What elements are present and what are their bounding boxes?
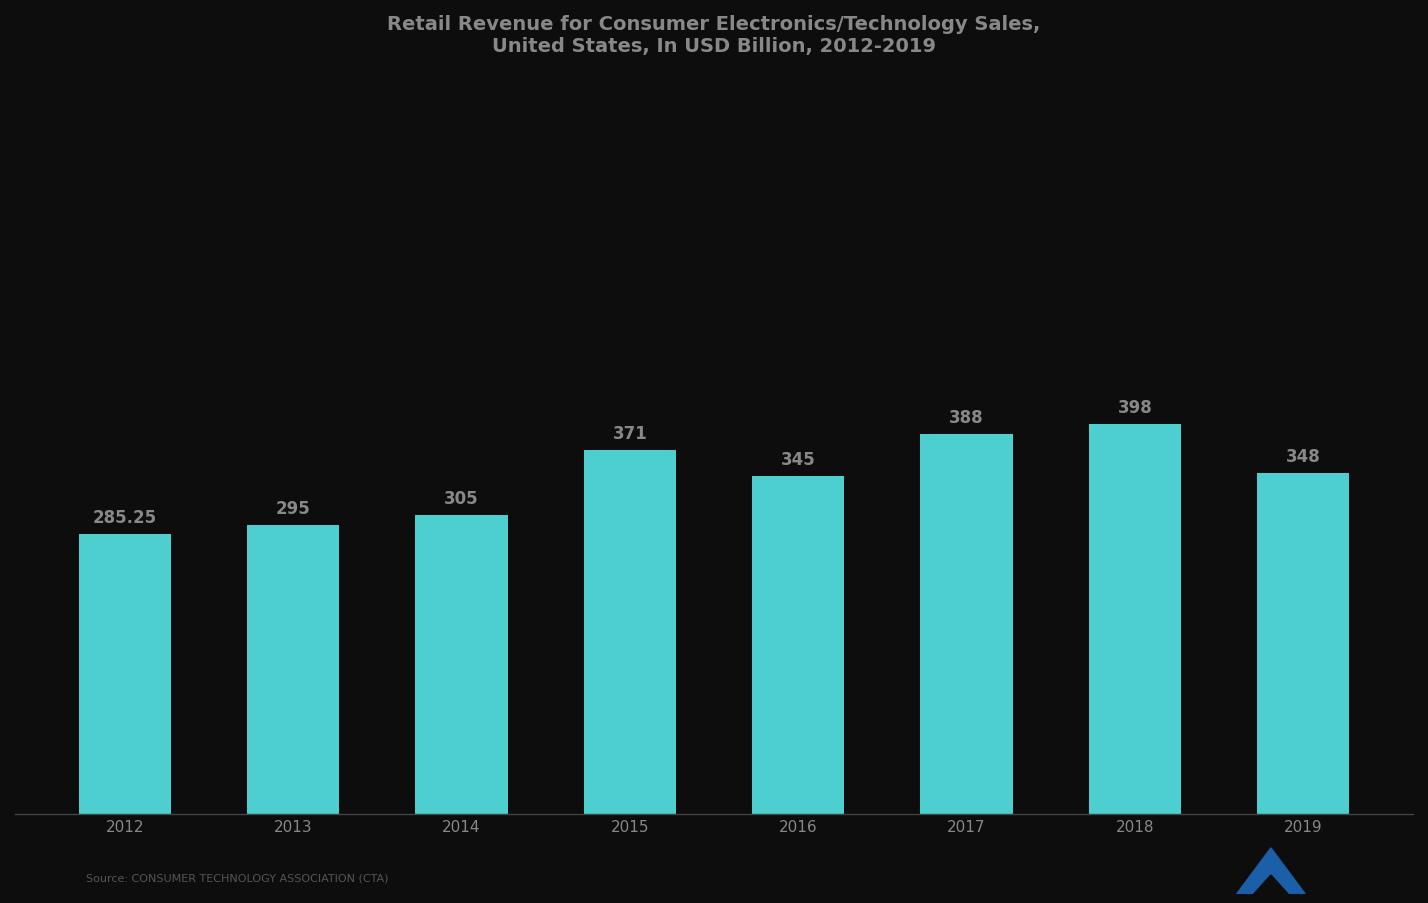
Bar — [753, 476, 844, 814]
Bar — [584, 451, 675, 814]
Bar — [247, 526, 340, 814]
Polygon shape — [1237, 848, 1305, 894]
Text: 285.25: 285.25 — [93, 509, 157, 526]
Text: 305: 305 — [444, 489, 478, 507]
Title: Retail Revenue for Consumer Electronics/Technology Sales,
United States, In USD : Retail Revenue for Consumer Electronics/… — [387, 15, 1041, 56]
Text: 295: 295 — [276, 499, 310, 517]
Text: 398: 398 — [1118, 398, 1152, 416]
Polygon shape — [1254, 875, 1288, 894]
Bar — [1088, 424, 1181, 814]
Bar — [1257, 473, 1349, 814]
Text: Source: CONSUMER TECHNOLOGY ASSOCIATION (CTA): Source: CONSUMER TECHNOLOGY ASSOCIATION … — [86, 872, 388, 882]
Text: 348: 348 — [1285, 448, 1321, 465]
Bar — [920, 434, 1012, 814]
Text: 371: 371 — [613, 425, 647, 443]
Text: 388: 388 — [950, 408, 984, 426]
Text: 345: 345 — [781, 451, 815, 469]
Bar — [79, 535, 171, 814]
Bar — [416, 516, 508, 814]
